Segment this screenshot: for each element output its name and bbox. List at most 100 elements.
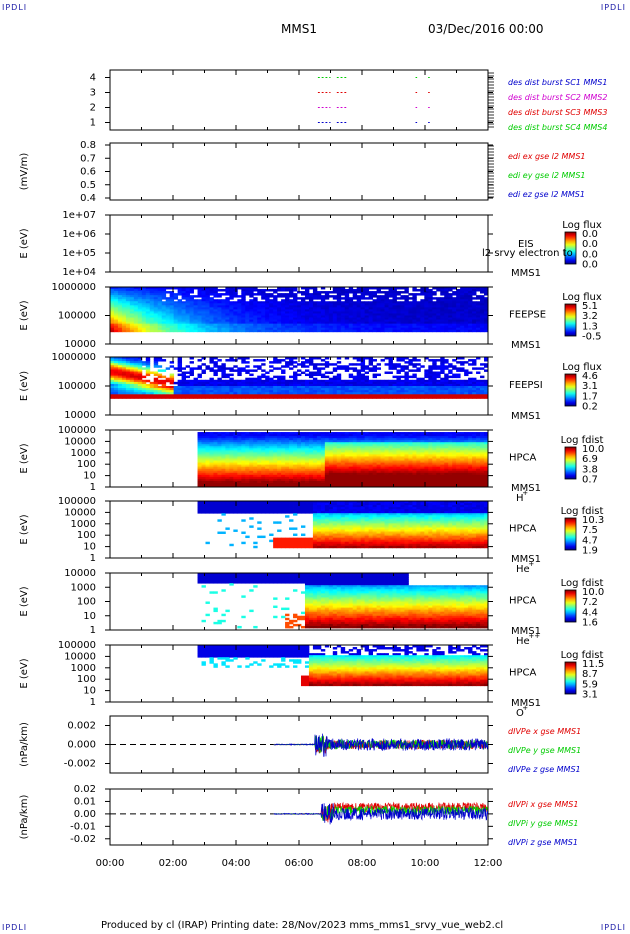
hpca-h-panel-cell bbox=[396, 448, 401, 451]
feepsi-panel-cell bbox=[153, 383, 159, 387]
feepsi-panel-cell bbox=[400, 383, 405, 387]
feepsi-panel-cell bbox=[380, 359, 385, 362]
hpca-h-panel-cell bbox=[269, 470, 274, 474]
hpca-h-panel-cell bbox=[221, 442, 226, 445]
feepsi-panel-cell bbox=[408, 394, 413, 397]
feepse-panel-cell bbox=[261, 321, 266, 325]
feepsi-panel-cell bbox=[281, 386, 286, 389]
feepsi-panel-cell bbox=[332, 381, 338, 385]
feepse-panel-cell bbox=[253, 303, 258, 306]
hpca-h-panel-cell bbox=[360, 466, 366, 470]
hpca-h-panel-cell bbox=[308, 474, 314, 478]
hpca-h-panel-cell bbox=[221, 450, 226, 453]
feepsi-panel-cell bbox=[396, 396, 401, 399]
feepse-panel-cell bbox=[428, 309, 433, 312]
feepse-panel-cell bbox=[225, 325, 230, 329]
feepsi-panel-cell bbox=[205, 392, 210, 395]
hpca-h-panel-cell bbox=[344, 438, 350, 441]
feepse-panel-cell bbox=[484, 301, 489, 304]
feepse-panel-cell bbox=[137, 289, 143, 292]
feepsi-panel-cell bbox=[177, 369, 183, 372]
feepsi-panel-cell bbox=[133, 392, 139, 395]
feepse-panel-cell bbox=[261, 327, 266, 331]
feepse-panel-cell bbox=[110, 309, 115, 312]
hpca-h-panel-cell bbox=[308, 436, 314, 439]
feepse-panel-cell bbox=[245, 317, 250, 320]
feepse-panel-cell bbox=[277, 327, 282, 331]
feepsi-panel-cell bbox=[416, 394, 421, 397]
feepse-panel-cell bbox=[201, 305, 206, 308]
feepsi-panel-cell bbox=[416, 367, 421, 370]
feepse-panel-cell bbox=[269, 303, 274, 306]
feepse-panel-cell bbox=[289, 287, 294, 290]
edi-panel-label: edi ez gse l2 MMS1 bbox=[508, 190, 585, 199]
feepsi-panel-cell bbox=[117, 381, 123, 385]
feepsi-panel-cell bbox=[340, 365, 346, 368]
feepse-panel-cell bbox=[480, 297, 485, 300]
hpca-h-panel-cell bbox=[360, 434, 366, 437]
feepsi-panel-cell bbox=[428, 383, 433, 387]
hpca-h-panel-cell bbox=[229, 472, 234, 476]
feepse-panel-cell bbox=[308, 307, 314, 310]
feepse-panel-cell bbox=[476, 315, 481, 318]
hpca-h-panel-cell bbox=[380, 474, 385, 478]
hpca-h-panel-cell bbox=[360, 462, 366, 466]
feepse-panel-cell bbox=[205, 325, 210, 329]
feepsi-panel-cell bbox=[312, 371, 318, 374]
feepse-panel-cell bbox=[149, 329, 155, 333]
feepsi-panel-cell bbox=[145, 363, 151, 366]
feepse-panel-cell bbox=[273, 329, 278, 333]
feepsi-panel-cell bbox=[133, 379, 139, 383]
feepsi-panel-cell bbox=[249, 396, 254, 399]
hpca-h-panel-cell bbox=[384, 472, 389, 476]
feepse-panel-cell bbox=[225, 305, 230, 308]
feepse-panel-cell bbox=[181, 313, 186, 316]
feepse-panel-cell bbox=[141, 299, 147, 302]
feepsi-panel-cell bbox=[396, 388, 401, 391]
feepse-panel-cell bbox=[205, 317, 210, 320]
feepse-panel-cell bbox=[344, 323, 350, 327]
feepse-panel-cell bbox=[217, 323, 222, 327]
feepsi-panel-cell bbox=[480, 383, 485, 387]
feepsi-panel-cell bbox=[177, 363, 183, 366]
feepse-panel-cell bbox=[360, 301, 366, 304]
hpca-h-panel-cell bbox=[293, 462, 298, 466]
feepse-panel-spacecraft: MMS1 bbox=[511, 340, 541, 351]
feepse-panel-cell bbox=[376, 307, 381, 310]
feepsi-panel-cell bbox=[448, 375, 453, 379]
hpca-h-panel-cell bbox=[201, 452, 206, 455]
feepsi-panel-cell bbox=[332, 375, 338, 379]
hpca-h-panel-cell bbox=[368, 444, 374, 447]
feepse-panel-cell bbox=[289, 295, 294, 298]
feepse-panel-cell bbox=[456, 295, 461, 298]
feepsi-panel-cell bbox=[460, 357, 465, 360]
hpca-h-panel-cell bbox=[300, 434, 306, 437]
hpca-h-panel-cell bbox=[308, 480, 314, 484]
hpca-h-panel-cell bbox=[277, 456, 282, 459]
feepse-panel-cell bbox=[468, 319, 473, 323]
feepse-panel-cell bbox=[117, 287, 123, 290]
feepse-panel-cell bbox=[289, 309, 294, 312]
feepsi-panel-cell bbox=[201, 388, 206, 391]
feepsi-panel-cell bbox=[388, 396, 393, 399]
feepsi-panel-cell bbox=[428, 371, 433, 374]
hpca-h-panel-cell bbox=[336, 462, 342, 466]
feepse-panel-cell bbox=[165, 325, 171, 329]
feepse-panel-cell bbox=[277, 305, 282, 308]
hpca-h-panel-cell bbox=[368, 436, 374, 439]
hpca-h-panel-cell bbox=[269, 466, 274, 470]
feepse-panel-cell bbox=[456, 309, 461, 312]
feepsi-panel-ytick-label: 1000000 bbox=[51, 352, 96, 363]
feepsi-panel-cell bbox=[173, 396, 179, 399]
hpca-h-panel-cell bbox=[392, 440, 397, 443]
hpca-h-panel-cell bbox=[360, 470, 366, 474]
feepse-panel-cell bbox=[181, 311, 186, 314]
feepsi-panel-cell bbox=[110, 375, 115, 379]
feepse-panel-cell bbox=[117, 303, 123, 306]
feepse-panel-cell bbox=[133, 311, 139, 314]
feepse-panel-heatmap bbox=[110, 287, 489, 333]
feepse-panel-cell bbox=[221, 289, 226, 292]
hpca-h-panel-cell bbox=[372, 460, 377, 463]
feepse-panel-cell bbox=[456, 317, 461, 320]
feepse-panel-cell bbox=[344, 319, 350, 323]
